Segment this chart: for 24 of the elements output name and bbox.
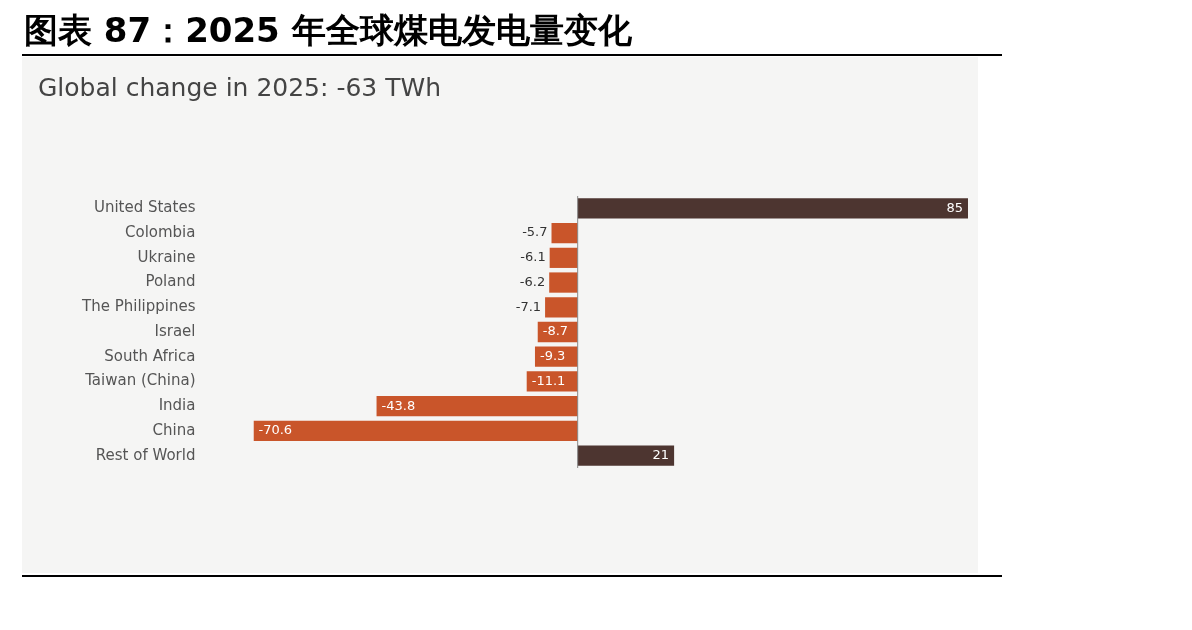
- data-label: -7.1: [515, 298, 542, 314]
- y-tick-label: Poland: [145, 272, 196, 291]
- data-label: -8.7: [542, 323, 569, 339]
- y-tick-label: India: [158, 396, 196, 415]
- data-label: -6.2: [519, 273, 546, 289]
- y-tick-label: Colombia: [124, 222, 196, 241]
- y-tick-label: China: [152, 420, 196, 439]
- y-tick-label: Ukraine: [137, 247, 196, 266]
- y-tick-label: Israel: [154, 321, 196, 340]
- data-label: -9.3: [539, 348, 566, 364]
- chart-subtitle: Global change in 2025: -63 TWh: [38, 73, 441, 102]
- data-label: 21: [652, 447, 670, 463]
- data-label: -70.6: [258, 422, 293, 438]
- data-label: -43.8: [381, 397, 416, 413]
- data-label: -11.1: [531, 372, 566, 388]
- data-label: 85: [946, 199, 963, 215]
- y-tick-label: The Philippines: [81, 297, 196, 316]
- y-tick-label: Taiwan (China): [84, 371, 196, 390]
- y-tick-label: South Africa: [104, 346, 196, 365]
- y-tick-label: Rest of World: [95, 445, 196, 464]
- data-label: -6.1: [520, 249, 546, 265]
- data-label: -5.7: [522, 224, 548, 240]
- y-tick-label: United States: [93, 198, 196, 217]
- chart-title: 图表 87：2025 年全球煤电发电量变化: [24, 9, 632, 52]
